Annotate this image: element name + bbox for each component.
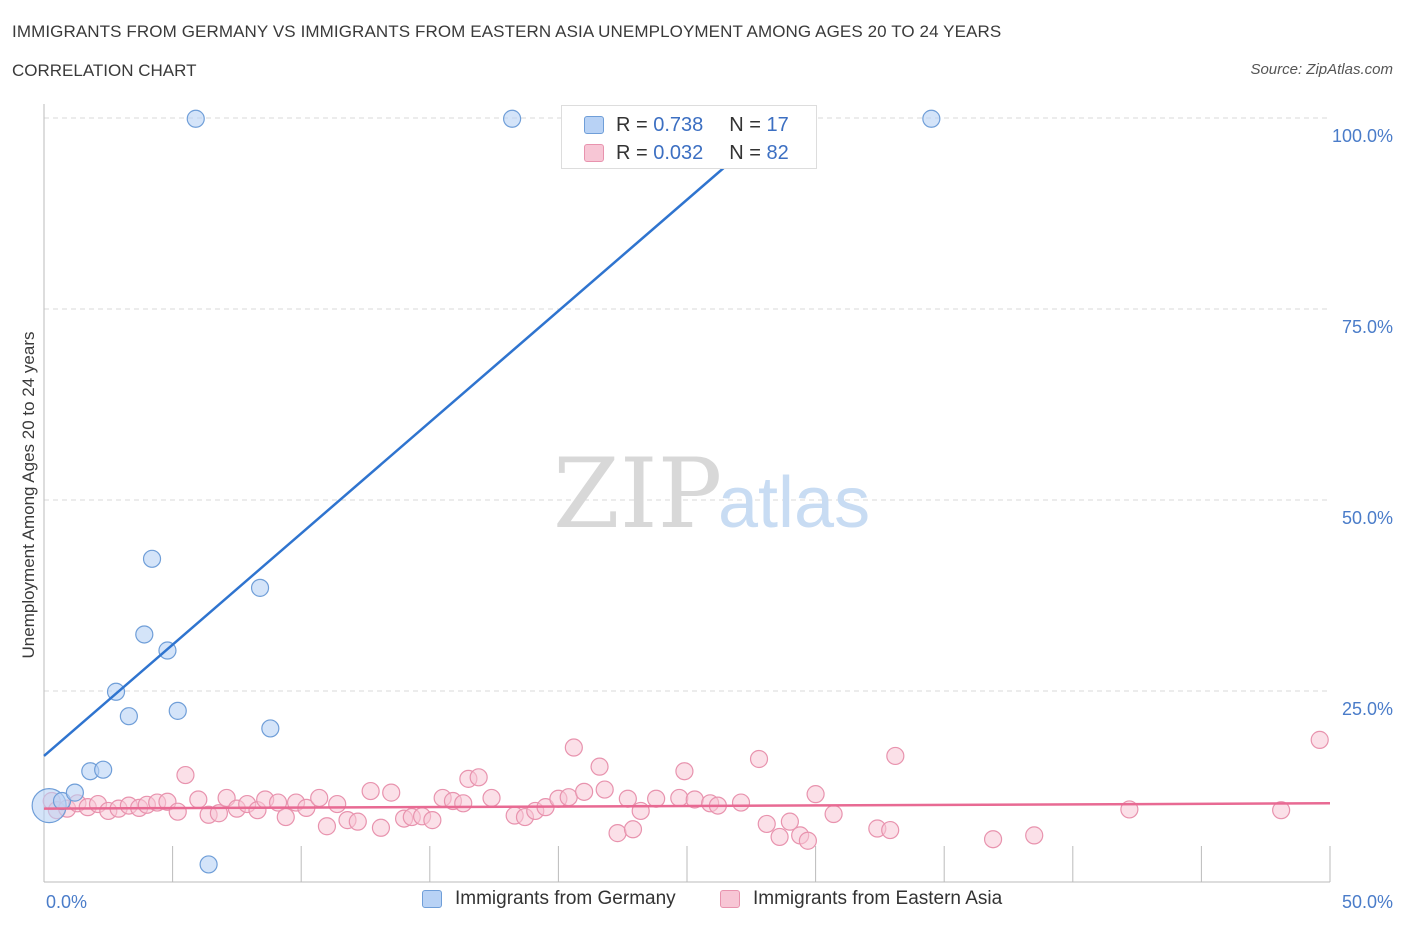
y-tick-label: 100.0% [1332, 126, 1393, 146]
asia-point [731, 793, 751, 812]
asia-point [983, 830, 1003, 849]
germany-point [168, 701, 187, 720]
asia-trendline [43, 802, 1331, 810]
legend-n-label: N = [729, 141, 767, 164]
legend-r-value: 0.738 [653, 113, 704, 136]
germany-point [119, 707, 138, 726]
legend-row-germany: R = 0.738 N = 17 [584, 113, 789, 137]
asia-point [189, 790, 208, 809]
asia-point [670, 788, 689, 808]
watermark-atlas: atlas [718, 463, 870, 543]
source-label: Source: ZipAtlas.com [1250, 61, 1393, 78]
asia-point [575, 782, 594, 801]
asia-point [770, 827, 789, 847]
germany-point [250, 578, 270, 597]
asia-point [168, 802, 187, 821]
asia-point [824, 804, 843, 824]
legend-n-label: N = [729, 113, 767, 136]
legend-swatch-germany [584, 116, 604, 134]
asia-point [1310, 730, 1329, 749]
x-tick-label: 50.0% [1342, 892, 1393, 912]
asia-point [1272, 801, 1291, 820]
watermark-zip: ZIP [553, 438, 722, 550]
legend-row-asia: R = 0.032 N = 82 [584, 141, 789, 165]
legend-r-label: R = [616, 141, 654, 164]
legend-swatch-asia [584, 144, 604, 162]
asia-point [806, 785, 825, 804]
asia-point [176, 765, 195, 785]
legend-item-asia: Immigrants from Eastern Asia [720, 888, 1002, 910]
asia-point [798, 831, 817, 850]
y-axis-title: Unemployment Among Ages 20 to 24 years [19, 332, 38, 659]
asia-point [780, 812, 799, 831]
asia-point [371, 818, 391, 837]
legend-swatch-germany [422, 890, 442, 908]
y-tick-label: 50.0% [1342, 508, 1393, 528]
asia-point [675, 762, 694, 781]
gridlines [44, 117, 1330, 692]
asia-point [1025, 826, 1044, 845]
asia-point [647, 789, 666, 808]
legend-item-germany: Immigrants from Germany [422, 888, 676, 910]
legend-n-value: 82 [766, 141, 789, 164]
germany-point [503, 109, 522, 128]
chart-title: IMMIGRANTS FROM GERMANY VS IMMIGRANTS FR… [12, 22, 1002, 41]
x-tick-label: 0.0% [46, 892, 87, 912]
asia-point [757, 814, 776, 834]
germany-point [186, 109, 205, 128]
chart-subtitle: CORRELATION CHART [12, 61, 197, 80]
asia-point [310, 788, 329, 808]
y-tick-label: 25.0% [1342, 699, 1393, 719]
asia-point [276, 807, 295, 827]
asia-point [881, 820, 900, 840]
germany-point [94, 760, 113, 779]
germany-point [261, 719, 280, 738]
legend-n-value: 17 [766, 113, 789, 136]
asia-point [382, 783, 401, 802]
germany-trendline [43, 120, 778, 757]
asia-point [454, 794, 473, 813]
legend-label-germany: Immigrants from Germany [455, 888, 676, 909]
asia-point [559, 788, 578, 807]
asia-point [348, 812, 367, 831]
asia-point [317, 817, 337, 836]
germany-point [922, 109, 941, 128]
asia-point [886, 746, 905, 766]
axes [43, 104, 1331, 883]
legend-r-value: 0.032 [653, 141, 704, 164]
asia-point [469, 768, 488, 787]
germany-point [65, 783, 84, 802]
germany-point [135, 625, 154, 644]
asia-points [42, 730, 1329, 850]
asia-point [482, 788, 501, 808]
tick-labels: 100.0% 75.0% 50.0% 25.0% 0.0% 50.0% [46, 126, 1393, 912]
asia-point [608, 824, 627, 843]
trendlines [43, 120, 1331, 810]
asia-point [623, 820, 643, 839]
legend-r-label: R = [616, 113, 654, 136]
asia-point [618, 789, 637, 808]
y-tick-label: 75.0% [1342, 317, 1393, 337]
asia-point [423, 811, 442, 830]
asia-point [749, 749, 769, 769]
germany-point [199, 855, 218, 874]
asia-point [328, 794, 347, 814]
legend-swatch-asia [720, 890, 740, 908]
asia-point [595, 780, 614, 799]
legend-label-asia: Immigrants from Eastern Asia [753, 888, 1003, 909]
asia-point [361, 781, 380, 801]
watermark: ZIP atlas [553, 438, 870, 550]
germany-point [142, 549, 162, 568]
asia-point [590, 757, 609, 776]
correlation-legend: R = 0.738 N = 17 R = 0.032 N = 82 [561, 105, 817, 169]
asia-point [564, 738, 583, 757]
